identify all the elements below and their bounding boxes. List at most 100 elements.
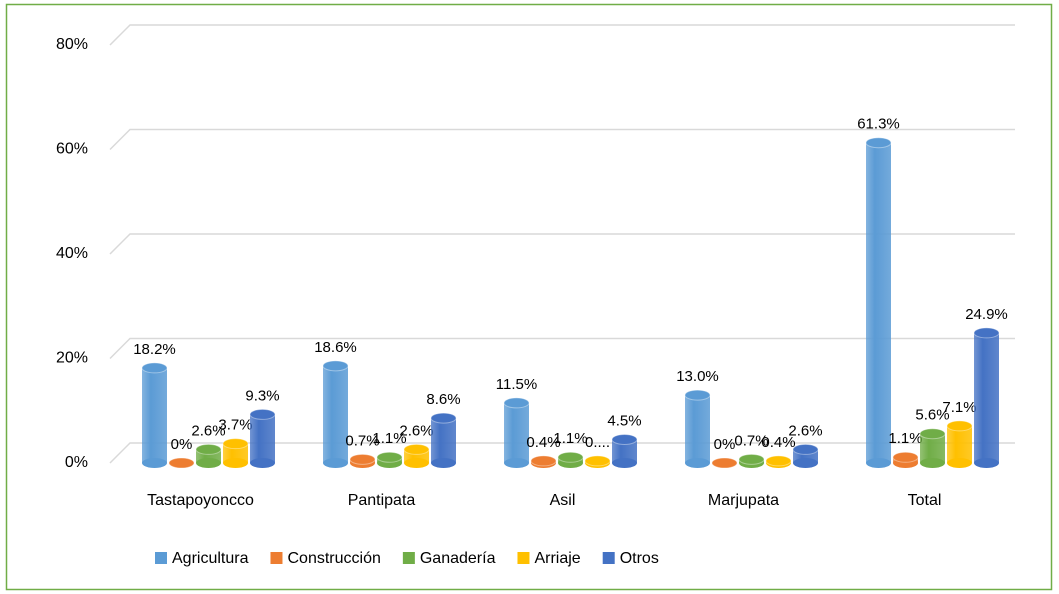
bar-top: [222, 438, 249, 450]
data-label: 11.5%: [496, 376, 537, 393]
data-label: 18.2%: [133, 341, 176, 358]
bar-top: [403, 443, 430, 455]
y-tick-label: 20%: [56, 350, 88, 367]
bar-bottom: [866, 458, 891, 468]
data-label: 9.3%: [245, 387, 279, 404]
legend-swatch: [155, 552, 167, 564]
data-label: 0....: [585, 434, 610, 451]
bar-top: [376, 451, 403, 463]
bar-bottom: [223, 458, 248, 468]
bar-top: [249, 408, 276, 420]
y-tick-label: 80%: [56, 36, 88, 53]
data-label: 0.7%: [734, 432, 768, 449]
data-label: 24.9%: [965, 306, 1008, 323]
data-label: 0.4%: [526, 434, 560, 451]
legend-swatch: [517, 552, 530, 564]
bar-bottom: [196, 458, 221, 468]
bar: [947, 425, 972, 463]
grid-line: [109, 24, 1015, 46]
data-label: 0.7%: [345, 432, 379, 449]
bar-bottom: [404, 458, 429, 468]
y-tick-label: 60%: [56, 141, 88, 158]
data-label: 1.1%: [372, 430, 406, 447]
data-label: 5.6%: [915, 407, 949, 424]
y-tick-label: 0%: [65, 454, 88, 471]
grid-line: [109, 233, 1015, 255]
x-tick-label: Asil: [550, 492, 576, 509]
grid-line: [109, 442, 1015, 464]
bar-bottom: [612, 458, 637, 468]
data-label: 2.6%: [399, 422, 433, 439]
bar-top: [973, 327, 1000, 339]
bar-bottom: [323, 458, 348, 468]
data-label: 0.4%: [761, 434, 795, 451]
bar-top: [141, 362, 168, 374]
data-label: 0%: [714, 436, 736, 453]
data-label: 2.6%: [788, 422, 822, 439]
grid-line: [109, 128, 1015, 151]
data-label: 8.6%: [426, 391, 460, 408]
data-label: 1.1%: [553, 430, 587, 447]
bar-top: [168, 457, 195, 469]
bar: [250, 414, 275, 463]
legend-swatch: [270, 552, 283, 564]
legend-swatch: [402, 552, 415, 564]
bar-top: [195, 443, 222, 455]
bar-bottom: [685, 458, 710, 468]
bar-top: [865, 137, 892, 149]
bar-top: [738, 453, 765, 465]
bar-top: [611, 433, 638, 445]
data-label: 61.3%: [857, 116, 900, 133]
bar: [685, 395, 710, 463]
data-label: 1.1%: [888, 430, 922, 447]
bar-bottom: [793, 458, 818, 468]
bar: [504, 402, 529, 463]
bar-top: [946, 420, 973, 432]
data-label: 4.5%: [607, 412, 641, 429]
data-label: 18.6%: [314, 339, 357, 356]
x-tick-label: Tastapoyoncco: [147, 492, 254, 509]
bar-top: [711, 457, 738, 469]
bar-top: [765, 455, 792, 467]
bar: [866, 142, 891, 463]
bar-bottom: [920, 458, 945, 468]
bar-bottom: [947, 458, 972, 468]
y-tick-label: 40%: [56, 245, 88, 262]
bar: [323, 365, 348, 463]
x-tick-label: Pantipata: [348, 492, 416, 509]
bar-bottom: [431, 458, 456, 468]
bar: [974, 332, 999, 463]
grid-line: [109, 337, 1015, 360]
bar-bottom: [142, 458, 167, 468]
x-tick-label: Marjupata: [708, 492, 779, 509]
bar-top: [349, 453, 376, 465]
bar: [142, 367, 167, 463]
data-label: 2.6%: [191, 422, 225, 439]
bar-top: [430, 412, 457, 424]
bar-top: [919, 428, 946, 440]
bar-top: [530, 455, 557, 467]
bar-bottom: [974, 458, 999, 468]
bar-top: [322, 360, 349, 372]
bar-top: [892, 451, 919, 463]
bar: [223, 443, 248, 463]
data-label: 0%: [171, 436, 193, 453]
bar-top: [792, 443, 819, 455]
legend-label: Arriaje: [534, 550, 580, 567]
bar-top: [503, 397, 530, 409]
x-tick-label: Total: [908, 492, 942, 509]
bar: [612, 439, 637, 463]
legend-label: Agricultura: [172, 550, 249, 567]
bar-top: [584, 455, 611, 467]
bar-top: [557, 451, 584, 463]
bar-bottom: [504, 458, 529, 468]
legend-swatch: [602, 552, 615, 564]
legend-label: Construcción: [287, 550, 380, 567]
bar-top: [684, 389, 711, 401]
bar: [431, 418, 456, 463]
data-label: 3.7%: [218, 417, 252, 434]
data-label: 13.0%: [676, 368, 719, 385]
bar-bottom: [250, 458, 275, 468]
legend-label: Otros: [620, 550, 659, 567]
